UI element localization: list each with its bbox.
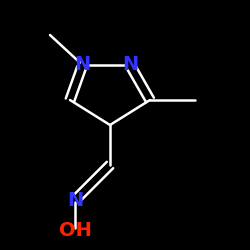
Text: OH: OH [58, 220, 92, 240]
Text: N: N [122, 56, 138, 74]
Text: N: N [67, 190, 83, 210]
Text: N: N [74, 56, 90, 74]
